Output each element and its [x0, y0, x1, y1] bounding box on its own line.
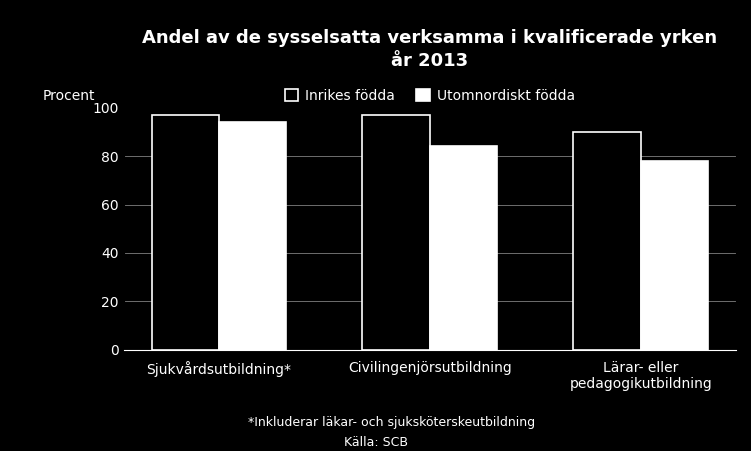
- Bar: [363, 115, 430, 350]
- Bar: [641, 161, 708, 350]
- Text: *Inkluderar läkar- och sjuksköterskeutbildning: *Inkluderar läkar- och sjuksköterskeutbi…: [248, 416, 535, 429]
- Text: Källa: SCB: Källa: SCB: [343, 437, 408, 450]
- Bar: [573, 132, 641, 350]
- Bar: [152, 115, 219, 350]
- Title: Andel av de sysselsatta verksamma i kvalificerade yrken
år 2013: Andel av de sysselsatta verksamma i kval…: [142, 28, 717, 70]
- Bar: [430, 147, 497, 350]
- Bar: [219, 122, 286, 350]
- Legend: Inrikes födda, Utomnordiskt födda: Inrikes födda, Utomnordiskt födda: [279, 83, 581, 108]
- Y-axis label: Procent: Procent: [42, 89, 95, 103]
